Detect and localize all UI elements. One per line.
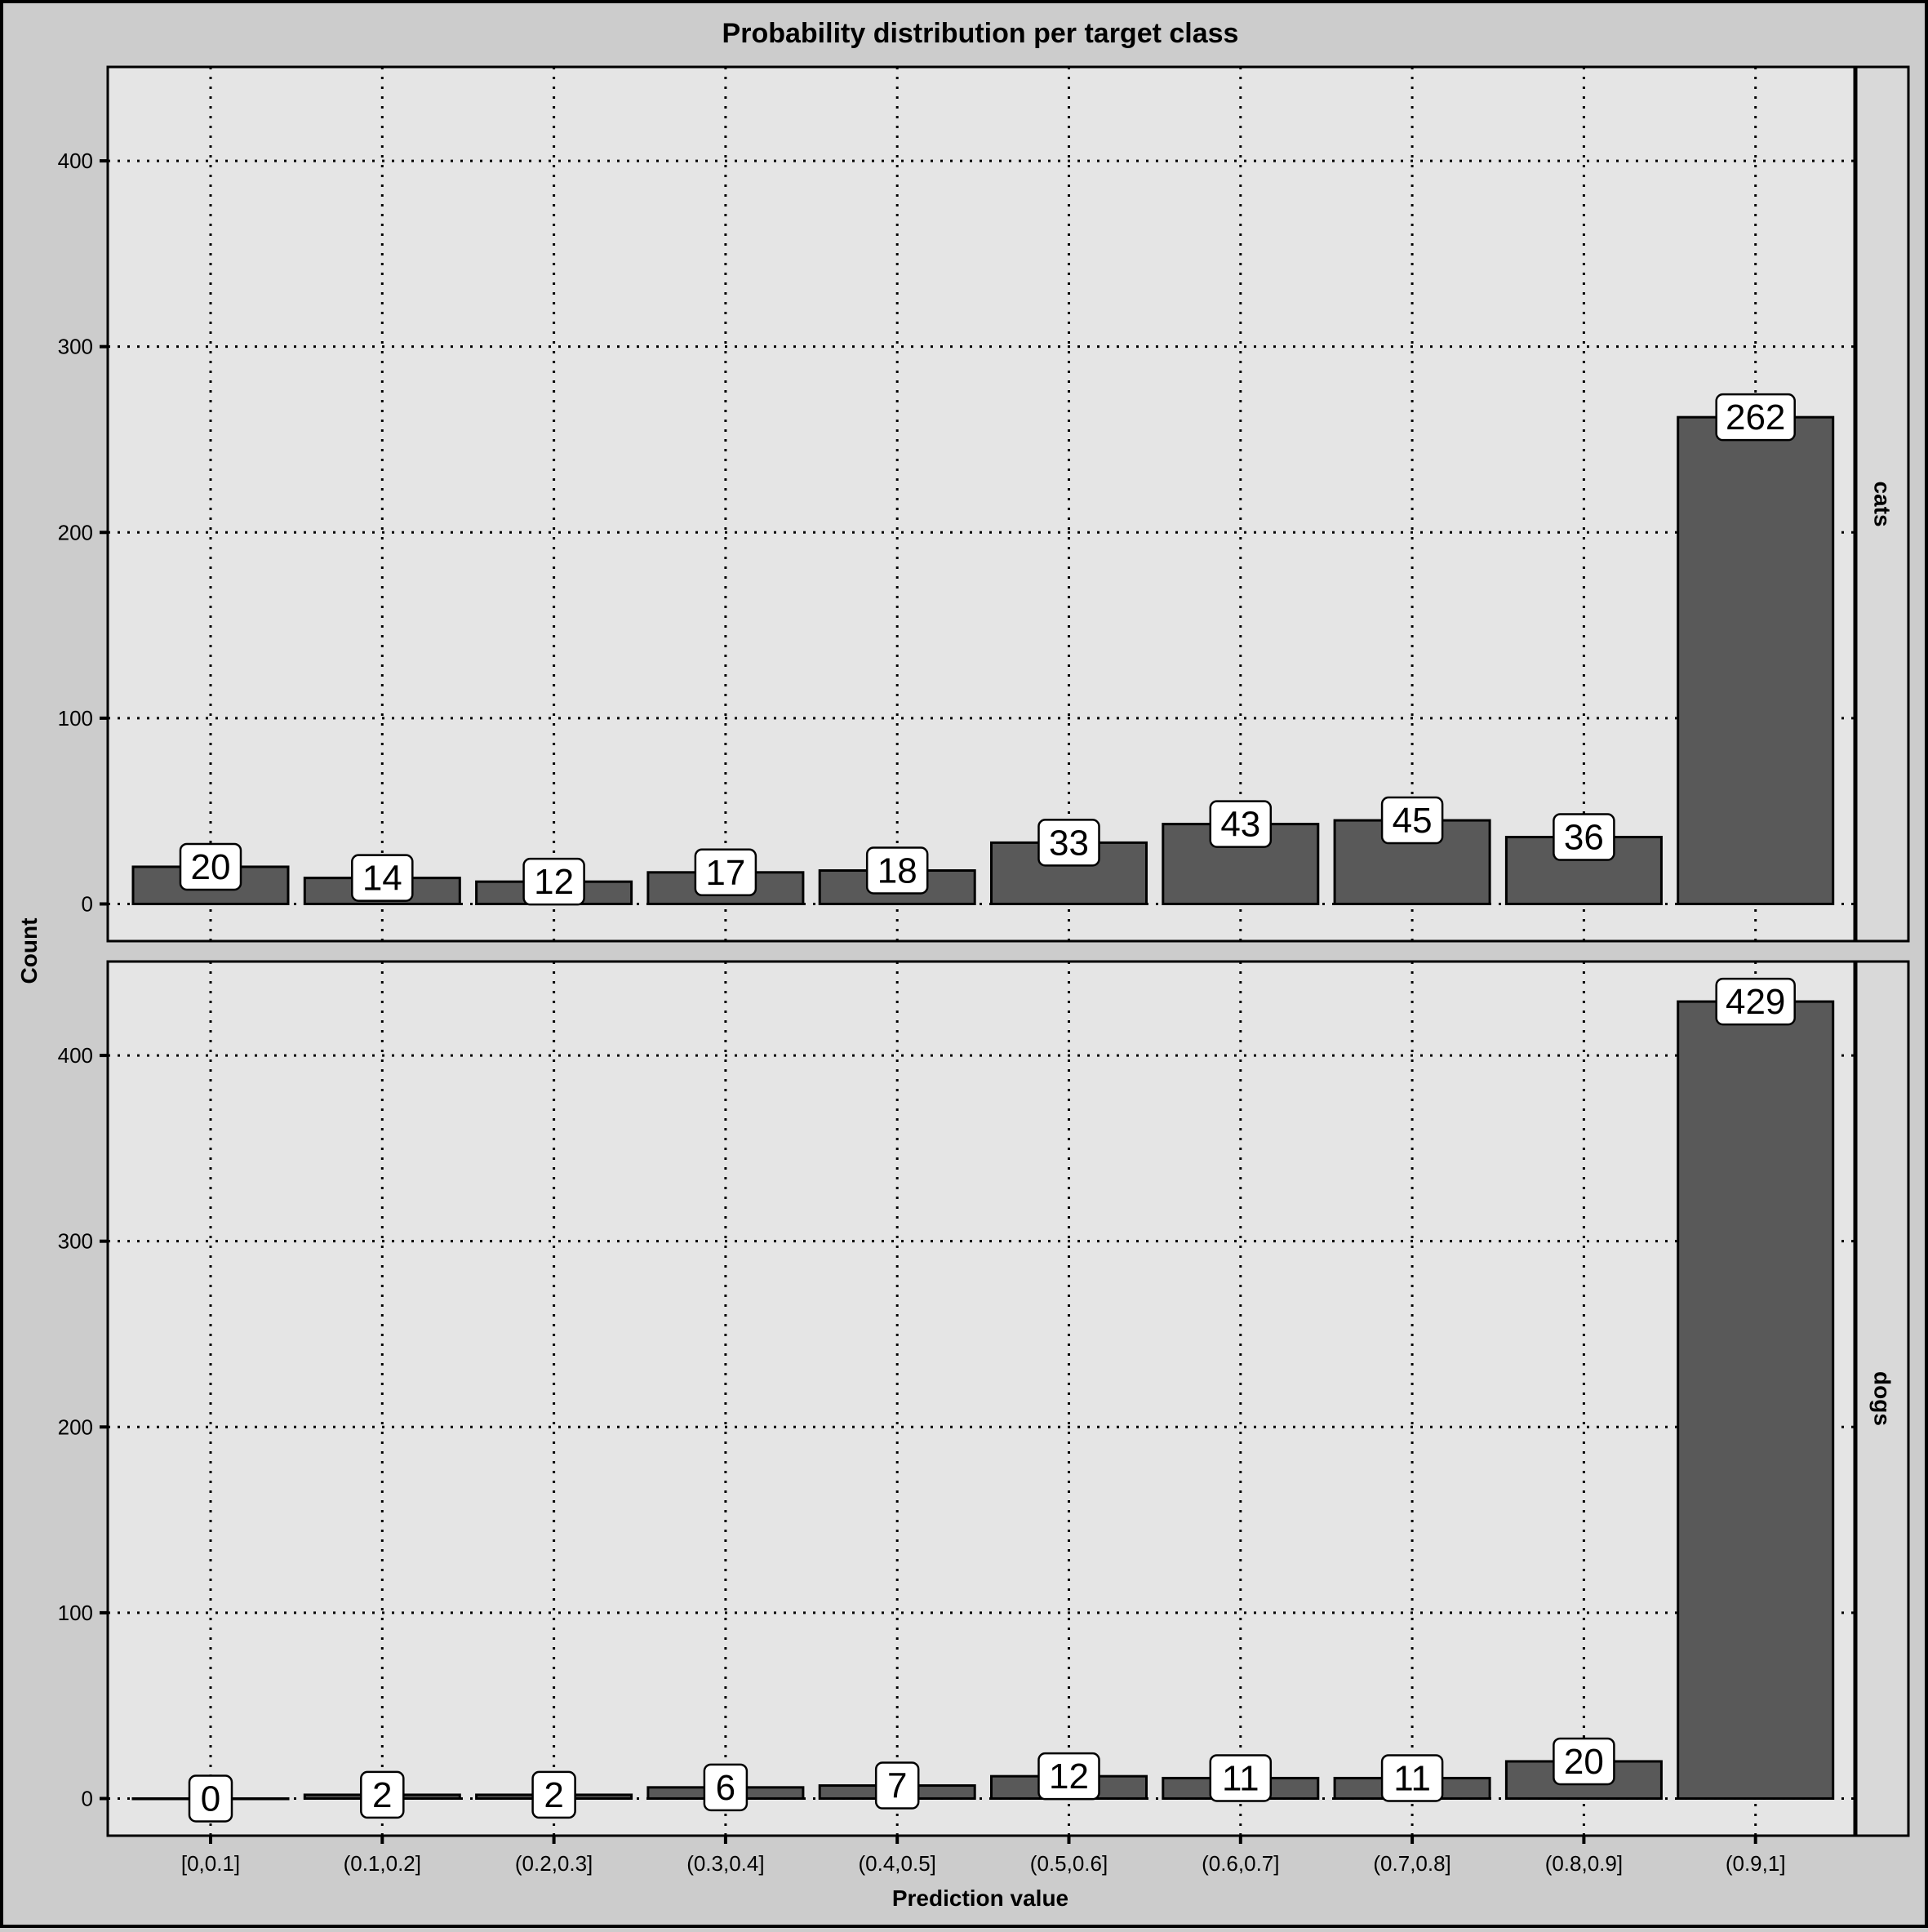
panel-background [108, 67, 1855, 941]
data-label: 7 [887, 1766, 907, 1806]
data-label: 6 [716, 1768, 735, 1808]
data-label-box [188, 1774, 233, 1823]
data-label-box [694, 848, 757, 897]
x-tick-label: (0.5,0.6] [1030, 1851, 1108, 1876]
x-tick-label: (0.3,0.4] [686, 1851, 764, 1876]
facet-strip [1855, 65, 1910, 943]
y-tick-label: 300 [58, 1229, 93, 1254]
data-label-box [351, 854, 414, 902]
y-tick-label: 400 [58, 1043, 93, 1068]
data-label: 0 [201, 1779, 220, 1819]
facet-panel-dogs: 0 2 2 6 7 12 11 11 20 429 0 100 200 300 400 dogs [0,0.1]… [58, 960, 1910, 1876]
data-label-box [179, 842, 242, 891]
data-label-box [1715, 977, 1796, 1026]
data-label-box [522, 857, 585, 906]
x-tick-label: (0.2,0.3] [515, 1851, 593, 1876]
x-tick-label: (0.9,1] [1726, 1851, 1786, 1876]
data-label-box [1553, 1737, 1615, 1786]
data-label-box [1209, 800, 1273, 848]
y-tick-label: 0 [82, 891, 93, 916]
y-tick-label: 200 [58, 520, 93, 544]
data-label-box [1037, 1752, 1100, 1801]
data-label: 17 [705, 853, 745, 893]
data-label-box [1715, 393, 1796, 442]
facet-strip [1855, 960, 1910, 1837]
y-axis-label: Count [16, 918, 42, 984]
y-tick-label: 100 [58, 1601, 93, 1625]
data-label: 20 [1564, 1742, 1604, 1782]
x-tick-label: (0.1,0.2] [344, 1851, 421, 1876]
panel-background [108, 962, 1855, 1836]
data-label: 429 [1726, 982, 1785, 1022]
data-label: 36 [1564, 818, 1604, 858]
data-label: 12 [1049, 1757, 1089, 1797]
data-label: 20 [191, 847, 231, 887]
data-label-box [1380, 1754, 1444, 1802]
y-tick-label: 400 [58, 149, 93, 173]
data-label-box [703, 1763, 749, 1812]
bar-dogs-9 [1677, 1000, 1835, 1800]
y-tick-label: 100 [58, 706, 93, 731]
data-label-box [1380, 796, 1444, 845]
data-label: 14 [362, 859, 402, 899]
data-label: 33 [1049, 823, 1089, 863]
data-label: 11 [1222, 1758, 1259, 1798]
data-label-box [1209, 1754, 1273, 1802]
data-label: 2 [544, 1775, 563, 1815]
chart-title: Probability distribution per target clas… [722, 18, 1239, 49]
facet-panel-cats: 20 14 12 17 18 33 43 45 36 262 0 100 200 300 400 cats [58, 65, 1910, 943]
x-tick-label: (0.6,0.7] [1202, 1851, 1279, 1876]
x-tick-label: (0.7,0.8] [1373, 1851, 1450, 1876]
panel-border [106, 960, 1856, 1837]
data-label: 12 [534, 862, 574, 902]
bar-cats-9 [1677, 415, 1835, 905]
x-axis-label: Prediction value [892, 1885, 1068, 1911]
data-label: 11 [1393, 1758, 1431, 1798]
facet-strip-label: cats [1870, 481, 1895, 526]
panel-border [106, 65, 1856, 943]
x-tick-label: (0.4,0.5] [858, 1851, 935, 1876]
x-tick-label: (0.8,0.9] [1545, 1851, 1623, 1876]
data-label: 43 [1220, 805, 1260, 845]
y-tick-label: 300 [58, 335, 93, 359]
data-label-box [360, 1770, 405, 1819]
data-label: 45 [1393, 801, 1433, 841]
data-label-box [1553, 813, 1615, 861]
y-tick-label: 0 [82, 1786, 93, 1810]
data-label: 262 [1726, 398, 1785, 437]
data-label: 18 [877, 851, 917, 891]
x-tick-label: [0,0.1] [181, 1851, 240, 1876]
facet-strip-label: dogs [1870, 1371, 1895, 1426]
data-label: 2 [372, 1775, 392, 1815]
data-label-box [865, 846, 929, 895]
data-label-box [874, 1761, 920, 1810]
data-label-box [531, 1770, 576, 1819]
data-label-box [1037, 819, 1100, 867]
y-tick-label: 200 [58, 1415, 93, 1439]
